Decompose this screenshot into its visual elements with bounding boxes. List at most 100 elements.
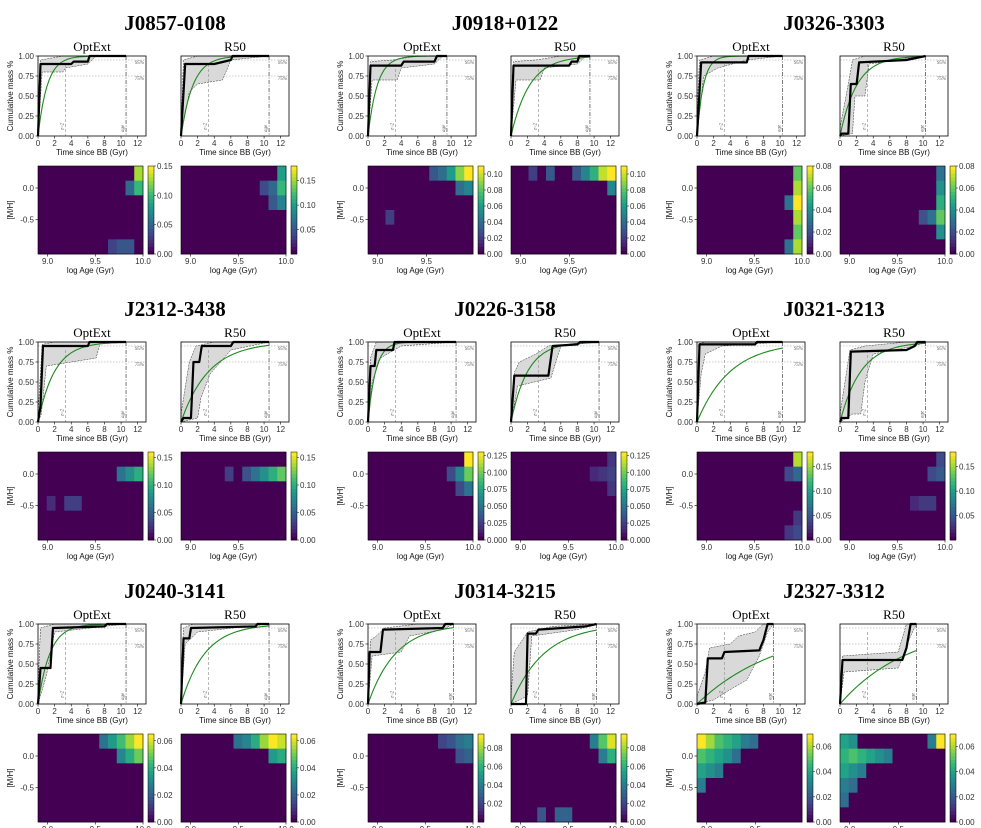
heatmap-cell [749,496,759,512]
y-tick-label: 0.00 [18,700,34,709]
colorbar-segment [148,474,154,479]
colorbar-segment [291,195,297,200]
colorbar-segment [478,466,484,471]
heatmap-cell [732,496,742,512]
heatmap-cell [511,224,521,240]
colorbar-segment [291,485,297,490]
colorbar-segment [950,455,956,460]
colorbar-segment [621,235,627,240]
heatmap-cell [554,224,564,240]
x-tick-label: 8 [432,139,437,148]
heatmap-cell [511,763,521,779]
colorbar-segment [621,503,627,508]
heatmap-cell [198,195,208,211]
x-tick-label: 12 [463,707,472,716]
heatmap-cell [376,481,386,497]
colorbar-segment [950,785,956,790]
heatmap-cell [224,180,234,196]
colorbar-segment [807,800,813,805]
heatmap-cell [936,195,946,211]
heatmap-cell [403,166,413,182]
heatmap-cell [73,452,83,468]
heatmap-cell [420,763,430,779]
galaxy-title: J0857-0108 [124,11,226,35]
heatmap-cell [385,748,395,764]
heatmap-cell [910,734,920,750]
percentile-95-label: 95% [608,629,617,634]
heatmap-frame [510,733,617,823]
heatmap-cell [259,763,269,779]
colorbar-segment [807,180,813,185]
y-axis-label: Cumulative mass % [665,629,674,700]
z2-marker-label: z~2 [390,690,395,699]
percentile-75-label: 75% [794,77,803,82]
heatmap-cell [732,180,742,196]
heatmap-cell [758,224,768,240]
colorbar-segment [291,789,297,794]
colorbar-segment [291,173,297,178]
colorbar-tick-label: 0.00 [959,818,975,827]
heatmap-cell [598,481,608,497]
heatmap-cell [901,778,911,794]
heatmap-cell [840,166,850,182]
heatmap-cell [866,481,876,497]
colorbar-segment [621,206,627,211]
heatmap-cell [207,763,217,779]
heatmap-cell [705,210,715,226]
colorbar-segment [950,518,956,523]
heatmap-cell [775,466,785,482]
heatmap-cell [554,180,564,196]
colorbar-segment [148,770,154,775]
colorbar-segment [950,195,956,200]
heatmap-cell [268,748,278,764]
subplot-label: R50 [224,325,246,340]
heatmap-cell [866,452,876,468]
heatmap-cell [749,210,759,226]
heatmap-cell [81,166,91,182]
colorbar-segment [478,228,484,233]
x-tick-label: 10 [590,707,599,716]
heatmap-cell [198,763,208,779]
colorbar-tick-label: 0.06 [959,743,975,752]
percentile-95-label: 95% [465,629,474,634]
heatmap-cell [38,166,48,182]
x-tick-label: 6 [86,139,91,148]
heatmap-cell [784,466,794,482]
heatmap-cell [563,525,573,541]
colorbar-segment [478,529,484,534]
colorbar-segment [478,496,484,501]
heatmap-x-axis-label: log Age (Gyr) [67,552,114,561]
heatmap-x-tick-label: 10.0 [278,825,294,828]
heatmap-cell [848,210,858,226]
colorbar-segment [950,499,956,504]
colorbar-segment [950,510,956,515]
colorbar-segment [148,485,154,490]
colorbar-segment [148,767,154,772]
heatmap-cell [46,525,56,541]
heatmap-cell [784,510,794,526]
z2-marker-label: z~2 [390,408,395,417]
heatmap-cell [918,778,928,794]
heatmap-cell [784,224,794,240]
cumulative-axes-frame [180,623,290,705]
heatmap-cell [438,166,448,182]
y-tick-label: 0.50 [348,660,364,669]
colorbar-segment [621,781,627,786]
heatmap-cell [875,748,885,764]
colorbar-tick-label: 0.10 [300,481,316,490]
heatmap-cell [108,466,118,482]
colorbar-segment [950,814,956,819]
percentile-75-label: 75% [135,363,144,368]
heatmap-cell [793,166,803,182]
heatmap-cell [90,734,100,750]
heatmap-cell [216,224,226,240]
heatmap-cell [892,763,902,779]
heatmap-cell [116,807,126,823]
heatmap-cell [446,210,456,226]
colorbar-tick-label: 0.025 [487,519,508,528]
heatmap-cell [455,452,465,468]
colorbar-segment [950,177,956,182]
heatmap-cell [511,748,521,764]
colorbar-segment [621,470,627,475]
heatmap-x-tick-label: 9.0 [372,543,384,552]
